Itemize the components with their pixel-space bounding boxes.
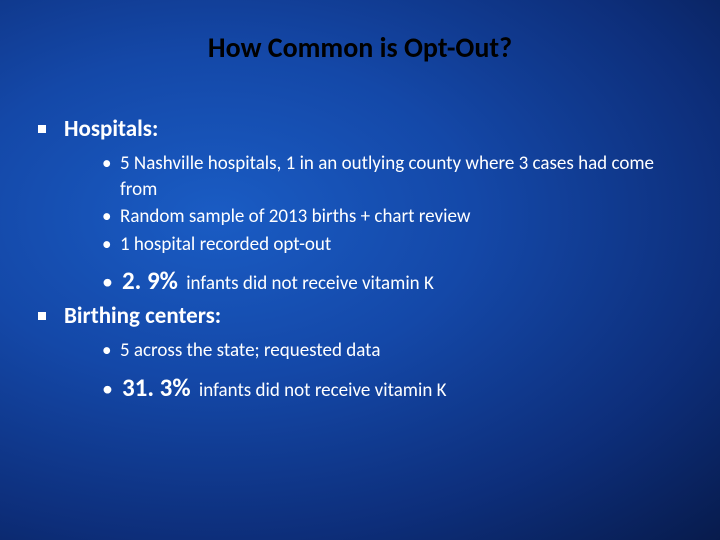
square-bullet-icon xyxy=(38,312,46,320)
hospitals-heading: Hospitals: xyxy=(64,115,158,145)
hospitals-pct-line: 2. 9% infants did not receive vitamin K xyxy=(122,265,434,296)
dot-bullet-icon: • xyxy=(102,271,122,293)
hospitals-sublist: • 5 Nashville hospitals, 1 in an outlyin… xyxy=(102,151,690,297)
square-bullet-icon xyxy=(38,125,46,133)
sub-text: 5 across the state; requested data xyxy=(120,338,380,364)
hospitals-highlight: • 2. 9% infants did not receive vitamin … xyxy=(102,265,690,296)
centers-pct-after: infants did not receive vitamin K xyxy=(195,379,447,402)
hospitals-pct-after: infants did not receive vitamin K xyxy=(182,272,434,295)
dot-bullet-icon: • xyxy=(102,232,120,258)
slide-content: Hospitals: • 5 Nashville hospitals, 1 in… xyxy=(38,115,690,409)
centers-highlight: • 31. 3% infants did not receive vitamin… xyxy=(102,372,690,403)
dot-bullet-icon: • xyxy=(102,378,122,400)
centers-heading: Birthing centers: xyxy=(64,302,221,332)
list-item-centers: Birthing centers: xyxy=(38,302,690,332)
hospitals-pct: 2. 9% xyxy=(122,265,178,296)
slide: How Common is Opt-Out? Hospitals: • 5 Na… xyxy=(0,0,720,540)
list-item-hospitals: Hospitals: xyxy=(38,115,690,145)
centers-sublist: • 5 across the state; requested data • 3… xyxy=(102,338,690,403)
dot-bullet-icon: • xyxy=(102,338,120,364)
list-item: • 5 Nashville hospitals, 1 in an outlyin… xyxy=(102,151,690,202)
dot-bullet-icon: • xyxy=(102,151,120,177)
list-item: • 1 hospital recorded opt-out xyxy=(102,232,690,258)
dot-bullet-icon: • xyxy=(102,204,120,230)
centers-pct: 31. 3% xyxy=(122,372,191,403)
slide-title: How Common is Opt-Out? xyxy=(0,30,720,65)
sub-text: 5 Nashville hospitals, 1 in an outlying … xyxy=(120,151,690,202)
list-item: • Random sample of 2013 births + chart r… xyxy=(102,204,690,230)
centers-pct-line: 31. 3% infants did not receive vitamin K xyxy=(122,372,447,403)
list-item: • 5 across the state; requested data xyxy=(102,338,690,364)
sub-text: Random sample of 2013 births + chart rev… xyxy=(120,204,470,230)
sub-text: 1 hospital recorded opt-out xyxy=(120,232,331,258)
